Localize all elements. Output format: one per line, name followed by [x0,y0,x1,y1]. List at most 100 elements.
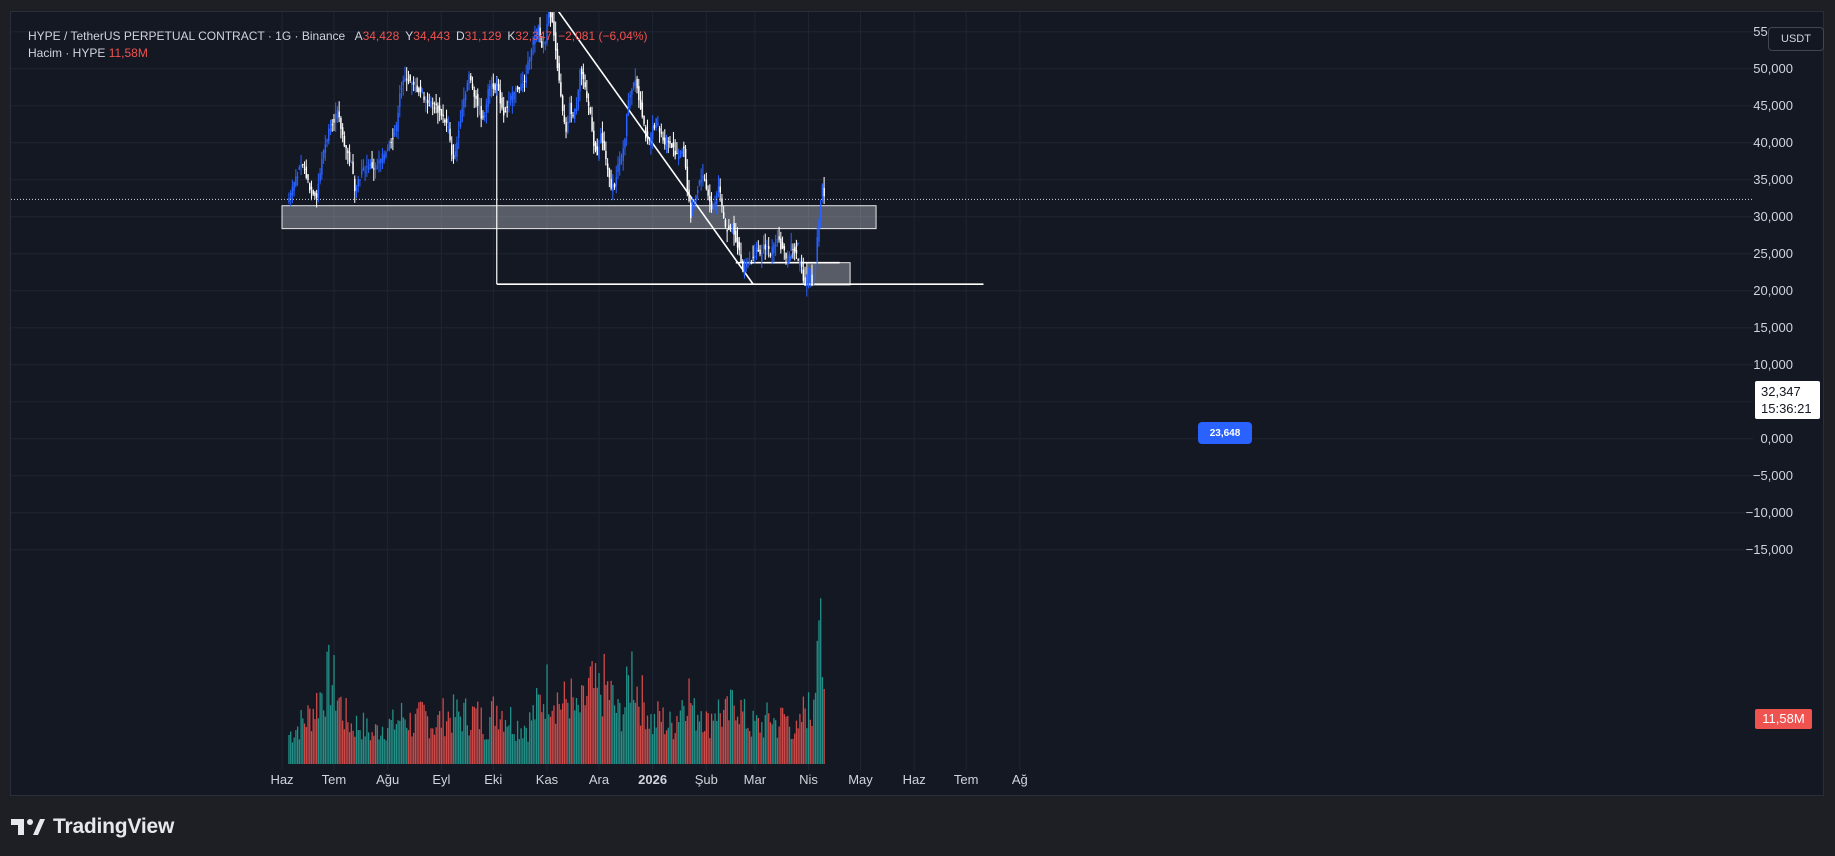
candle-body [383,154,385,161]
volume-bar [674,733,676,764]
volume-bar [321,693,323,764]
volume-bar [764,715,766,764]
drawings[interactable] [281,12,984,286]
candle-body [539,27,541,38]
candle-body [762,245,765,249]
candle-body [783,246,786,251]
candle-body [785,252,787,259]
ohlc-key: A [354,29,363,43]
volume-bar [601,716,604,764]
volume-bar [570,678,572,764]
candle-body [362,167,365,171]
candle-body [452,155,455,160]
x-tick-label: Kas [536,772,559,787]
candle-body [664,137,666,145]
y-tick-label: 45,000 [1753,98,1793,113]
volume-bar [681,700,683,764]
candle-body [554,32,557,51]
candle-body [442,114,444,117]
currency-button[interactable]: USDT [1768,27,1824,51]
volume-bar [430,728,432,764]
candle-body [350,162,353,164]
candle-body [334,113,337,123]
candle-body [406,78,408,80]
candle-body [438,105,441,111]
x-tick-label: Eki [484,772,502,787]
volume-bar [302,718,304,764]
candle-body [544,42,547,44]
volume-bar [376,725,378,764]
candle-body [799,262,801,266]
volume-bar [671,722,673,764]
volume-bar [319,692,321,764]
volume-bar [551,710,553,764]
volume-bar [632,699,635,764]
candle-body [374,166,377,171]
candle-body [528,59,531,62]
x-tick-label: 2026 [638,772,667,787]
candle-body [601,132,604,144]
volume-bar [291,742,294,764]
volume-bar [608,700,611,764]
volume-bar [471,706,474,764]
ohlc-item: Y34,443 [405,29,450,43]
volume-bar [400,702,403,764]
candle-body [631,89,633,95]
candle-body [703,179,706,181]
candle-body [636,78,638,89]
chart-frame[interactable]: 75,00070,00065,00060,00055,00050,00045,0… [10,11,1824,796]
candle-body [596,146,599,156]
price-chart[interactable]: 75,00070,00065,00060,00055,00050,00045,0… [11,12,1825,797]
volume-bar [596,687,598,764]
candle-body [563,115,566,122]
y-tick-label: 25,000 [1753,246,1793,261]
candle-body [584,82,586,88]
volume-bar [369,740,372,764]
volume-bar [425,711,427,764]
candle-body [598,146,600,159]
candle-body [463,98,465,108]
volume-bar [354,736,356,764]
volume-bar [399,720,401,764]
candle-body [341,127,344,135]
volume-bar [563,681,566,764]
volume-bar [558,703,560,764]
volume-bar [482,733,484,764]
volume-bar [754,720,756,764]
volume-bar [380,735,382,764]
candle-body [795,250,798,254]
volume-bar [743,698,746,764]
volume-bar [641,675,643,764]
candle-body [489,85,491,96]
volume-bar [794,733,796,764]
candle-body [293,181,295,191]
candle-body [355,187,358,192]
candle-body [745,261,747,267]
tradingview-logo[interactable]: TradingView [11,813,174,841]
candle-body [558,63,560,81]
x-tick-label: Şub [695,772,718,787]
candle-body [288,197,290,203]
volume-bar [316,692,318,764]
price-note-bubble[interactable]: 23,648 [1198,422,1252,444]
volume-bar [664,734,666,764]
volume-bar [516,720,519,764]
candle-body [627,99,630,115]
candle-body [561,95,564,111]
volume-bar [553,705,555,764]
candle-body [466,83,469,92]
candle-body [804,277,806,286]
candle-body [681,151,683,154]
x-tick-label: Nis [799,772,818,787]
candle-body [534,35,536,45]
volume-bar [456,699,458,764]
volume-bar [328,644,330,764]
volume-bar [716,721,718,764]
candle-body [750,262,753,264]
volume-bar [811,725,813,764]
candle-body [414,86,417,91]
candle-body [780,238,782,250]
candle-body [371,162,373,169]
candle-body [553,20,555,36]
candle-body [639,99,642,109]
